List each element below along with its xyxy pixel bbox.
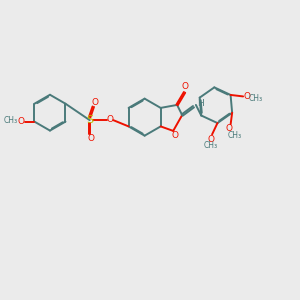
Text: O: O — [91, 98, 98, 107]
Text: CH₃: CH₃ — [249, 94, 263, 103]
Text: O: O — [207, 135, 214, 144]
Text: O: O — [182, 82, 189, 91]
Text: O: O — [172, 131, 178, 140]
Text: CH₃: CH₃ — [204, 141, 218, 150]
Text: O: O — [243, 92, 250, 101]
Text: O: O — [107, 115, 114, 124]
Text: S: S — [86, 115, 93, 125]
Text: CH₃: CH₃ — [227, 131, 241, 140]
Text: H: H — [197, 99, 203, 108]
Text: O: O — [17, 117, 25, 126]
Text: O: O — [88, 134, 95, 142]
Text: O: O — [226, 124, 233, 134]
Text: CH₃: CH₃ — [4, 116, 18, 124]
